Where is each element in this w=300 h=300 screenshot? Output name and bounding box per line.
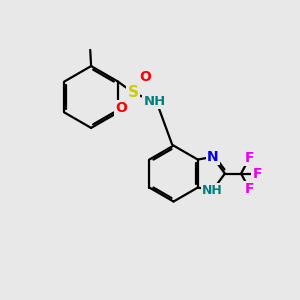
Text: N: N bbox=[207, 150, 218, 164]
Text: S: S bbox=[128, 85, 139, 100]
Text: F: F bbox=[253, 167, 262, 181]
Text: NH: NH bbox=[202, 184, 223, 197]
Text: NH: NH bbox=[143, 95, 166, 108]
Text: O: O bbox=[140, 70, 152, 84]
Text: F: F bbox=[244, 182, 254, 196]
Text: O: O bbox=[115, 101, 127, 115]
Text: F: F bbox=[244, 151, 254, 165]
